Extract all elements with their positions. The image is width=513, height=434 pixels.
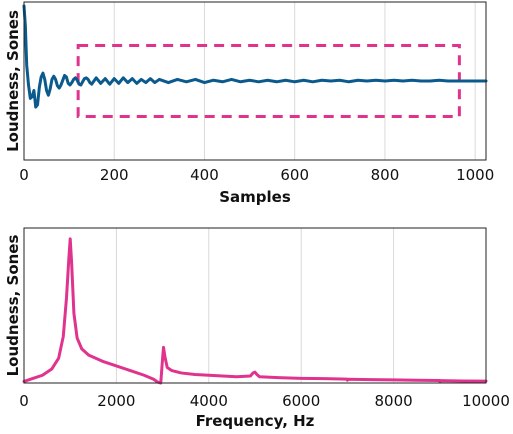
bottom-chart-gridlines (115, 228, 487, 383)
top-chart-x-tick-label: 0 (19, 166, 29, 184)
bottom-chart-series-line (22, 237, 488, 385)
top-chart-y-axis-label: Loudness, Sones (4, 10, 22, 152)
bottom-chart-x-tick-label: 4000 (190, 392, 228, 410)
top-chart-x-tick-label: 600 (280, 166, 309, 184)
top-chart-x-tick-label: 800 (371, 166, 400, 184)
bottom-chart-frame (23, 227, 487, 384)
bottom-chart-x-tick-label: 6000 (282, 392, 320, 410)
top-chart-series (22, 4, 488, 109)
top-chart-series-line (22, 4, 488, 109)
bottom-chart-x-tick-label: 10000 (462, 392, 510, 410)
top-chart-x-tick-label: 1000 (456, 166, 494, 184)
bottom-chart-y-axis-label: Loudness, Sones (4, 235, 22, 377)
top-chart-x-ticks: 0 200 400 600 800 1000 (19, 166, 494, 184)
top-chart-frame (23, 1, 487, 161)
bottom-chart-x-axis-label: Frequency, Hz (196, 412, 315, 430)
bottom-chart-x-tick-label: 2000 (97, 392, 135, 410)
bottom-chart-panel: 0 2000 4000 6000 8000 10000 Frequency, Hz Lou… (4, 227, 510, 430)
top-chart-x-axis-label: Samples (219, 188, 291, 206)
bottom-chart-x-tick-label: 0 (19, 392, 29, 410)
top-chart-panel: 0 200 400 600 800 1000 Samples Loudness, Sone… (4, 1, 494, 206)
top-chart-x-tick-label: 400 (190, 166, 219, 184)
top-chart-x-tick-label: 200 (100, 166, 129, 184)
bottom-chart-x-ticks: 0 2000 4000 6000 8000 10000 (19, 392, 510, 410)
bottom-chart-x-tick-label: 8000 (375, 392, 413, 410)
bottom-chart-series (22, 237, 488, 385)
